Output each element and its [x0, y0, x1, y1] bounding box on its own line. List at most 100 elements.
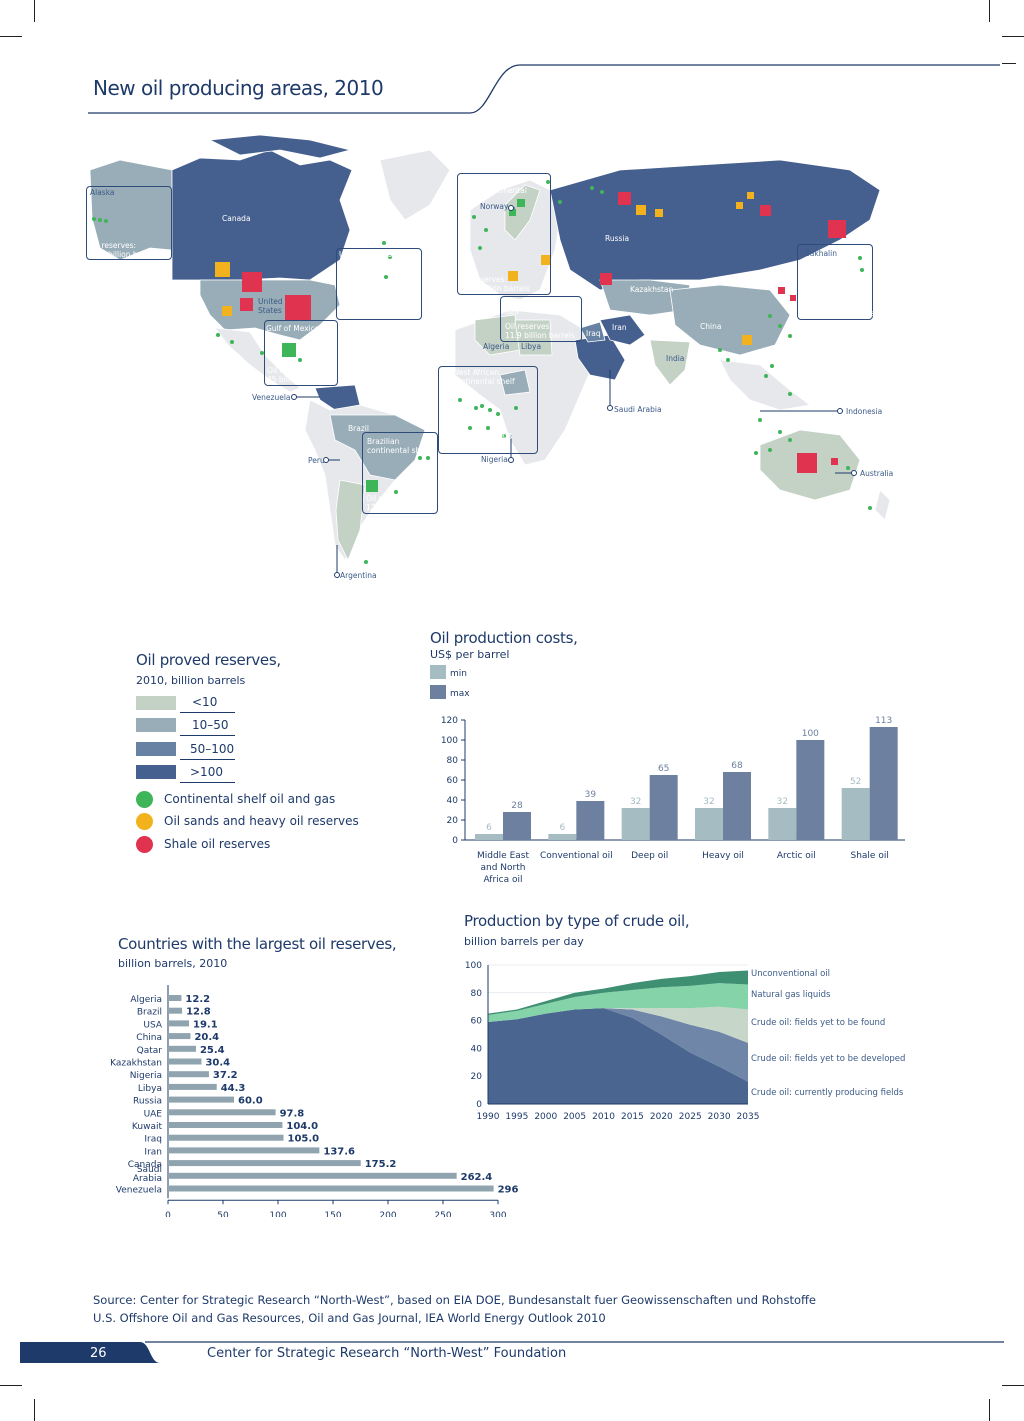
reserves-bar	[168, 1007, 183, 1014]
callout-alaska-reserves: Oil reserves: 26.6 billion barrels	[89, 241, 159, 259]
crop-mark	[34, 1399, 35, 1421]
cost-bar	[576, 801, 605, 840]
production-x-tick-label: 2010	[592, 1112, 615, 1122]
reserves-bar	[168, 1122, 283, 1128]
reserves-bar	[168, 995, 182, 1001]
legend-swatch-lt10	[136, 696, 176, 710]
production-x-tick-label: 2020	[650, 1112, 673, 1122]
reserves-bar	[168, 1045, 196, 1052]
label-iraq: Iraq	[586, 329, 601, 338]
reserves-value-label: 20.4	[194, 1032, 219, 1043]
legend-divider	[180, 759, 235, 760]
cost-bar	[548, 834, 577, 840]
cost-category-label: Africa oil	[483, 875, 522, 885]
cost-bar-label: 32	[777, 797, 788, 807]
cost-y-tick-label: 0	[452, 836, 458, 846]
footer-org: Center for Strategic Research “North-Wes…	[207, 1346, 567, 1361]
cost-bar-label: 100	[802, 729, 819, 739]
label-iran: Iran	[612, 323, 627, 332]
reserves-x-tick-label: 50	[217, 1211, 229, 1217]
crop-mark	[34, 0, 35, 22]
reserves-chart-subtitle: billion barrels, 2010	[118, 957, 228, 970]
legend-swatch-gt100	[136, 765, 176, 779]
label-norway: Norway	[480, 202, 509, 211]
production-chart-title: Production by type of crude oil,	[464, 912, 690, 930]
callout-sakhalin	[797, 244, 873, 320]
label-gulf-of-mexico: Gulf of Mexico	[266, 324, 320, 333]
map-canada	[171, 149, 353, 281]
callout-brazilian-reserves: Oil reserves: 12 billion barrels	[366, 494, 429, 512]
reserves-value-label: 44.3	[221, 1083, 246, 1094]
callout-sakhalin-reserves: Oil reserves: 490 million tonnes	[805, 300, 875, 318]
crop-mark	[989, 1399, 990, 1421]
cost-bar	[475, 834, 503, 840]
callout-brazilian-shelf	[362, 432, 438, 514]
crop-mark	[1002, 36, 1024, 37]
cost-bar-label: 32	[630, 797, 641, 807]
callout-north-sea-reserves: Oil reserves: 74.8 billion barrels	[460, 275, 530, 293]
map-nigeria	[499, 369, 531, 396]
reserves-x-tick-label: 250	[434, 1211, 451, 1217]
label-kazakhstan: Kazakhstan	[630, 285, 674, 294]
map-norway	[504, 184, 541, 241]
reserves-bar	[168, 1147, 320, 1154]
reserves-chart-title: Countries with the largest oil reserves,	[118, 935, 397, 953]
legend-dot-shelf	[136, 791, 153, 808]
reserves-category-label: USA	[143, 1020, 162, 1030]
cost-y-tick-label: 60	[447, 776, 459, 786]
callout-west-african-reserves: Oil reserves: 33.8 billion barrels	[446, 432, 513, 450]
map-argentina	[335, 479, 366, 561]
reserves-category-label: Canada	[128, 1160, 162, 1170]
reserves-value-label: 262.4	[461, 1172, 493, 1183]
reserves-bar	[168, 1172, 457, 1179]
cost-bar	[503, 812, 531, 840]
cost-y-tick-label: 80	[447, 756, 459, 766]
legend-marker-shelf: Continental shelf oil and gas	[164, 792, 336, 806]
label-venezuela: Venezuela	[252, 393, 291, 402]
production-series-label: Crude oil: currently producing fields	[751, 1088, 904, 1098]
map-new-zealand	[874, 489, 891, 521]
reserves-value-label: 97.8	[280, 1108, 305, 1119]
production-y-tick-label: 40	[471, 1044, 483, 1054]
label-brazil: Brazil	[348, 424, 369, 433]
production-y-tick-label: 80	[471, 989, 483, 999]
cost-legend-swatch	[430, 665, 446, 679]
legend-title: Oil proved reserves,	[136, 651, 281, 669]
cost-bar-label: 6	[559, 823, 565, 833]
production-x-tick-label: 2025	[679, 1112, 702, 1122]
map-brazil	[329, 414, 426, 481]
production-series-label: Unconventional oil	[751, 969, 830, 979]
legend-dot-sands	[136, 813, 153, 830]
callout-brazilian-title: Brazilian continental shelf	[367, 437, 430, 455]
cost-bar	[723, 772, 751, 840]
cost-bar-label: 6	[486, 823, 492, 833]
cost-bar	[841, 788, 870, 840]
label-china: China	[700, 322, 722, 331]
legend-range-gt100: >100	[190, 765, 223, 779]
map-arctic-islands	[208, 134, 352, 159]
production-x-tick-label: 2000	[534, 1112, 557, 1122]
reserves-category-label: Arabia	[133, 1174, 162, 1184]
label-peru: Peru	[308, 456, 325, 465]
map-iraq	[579, 321, 606, 343]
label-libya: Libya	[521, 342, 542, 351]
reserves-category-label: Russia	[133, 1097, 162, 1107]
reserves-category-label: Iraq	[144, 1135, 162, 1145]
cost-legend-label: max	[450, 689, 470, 699]
callout-us-atlantic-reserves: Oil reserves: 3.82 billion barrels	[339, 300, 409, 318]
reserves-category-label: Kazakhstan	[110, 1059, 162, 1069]
reserves-category-label: Saudi	[137, 1165, 162, 1175]
cost-bar-label: 68	[731, 761, 743, 771]
reserves-bar	[168, 1071, 209, 1078]
legend-range-50-100: 50–100	[190, 742, 235, 756]
label-russia: Russia	[605, 234, 630, 243]
crop-mark	[989, 0, 990, 22]
header-rule	[88, 64, 1000, 114]
reserves-bar	[168, 1083, 217, 1090]
world-map	[89, 134, 891, 578]
callout-west-african-title: West African continental shelf	[452, 368, 515, 386]
reserves-bar	[168, 1096, 234, 1103]
cost-category-label: Middle East	[477, 851, 529, 861]
cost-bar-label: 52	[850, 777, 861, 787]
reserves-value-label: 104.0	[286, 1121, 318, 1132]
